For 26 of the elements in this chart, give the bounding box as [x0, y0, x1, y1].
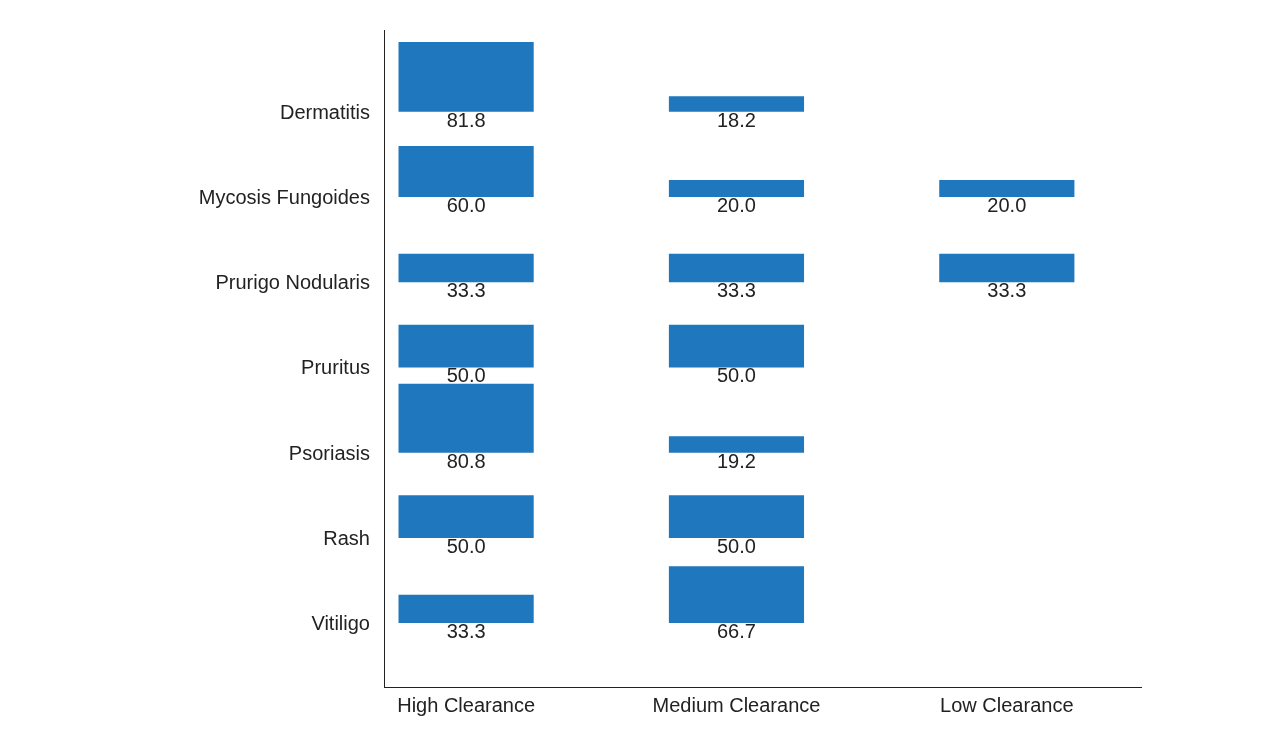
x-tick-label: Low Clearance — [940, 694, 1074, 716]
data-label: 33.3 — [446, 279, 486, 302]
y-tick-label: Prurigo Nodularis — [215, 271, 370, 294]
data-label: 19.2 — [716, 449, 756, 472]
y-tick-label: Mycosis Fungoides — [198, 186, 370, 209]
x-tick-label: High Clearance — [397, 694, 536, 716]
y-tick-label: Dermatitis — [279, 100, 370, 123]
data-label: 81.8 — [446, 108, 486, 131]
data-label: 60.0 — [446, 194, 486, 217]
data-label: 20.0 — [716, 194, 756, 217]
data-label: 66.7 — [716, 620, 756, 643]
y-tick-label: Pruritus — [301, 356, 370, 379]
y-tick-label: Vitiligo — [311, 612, 370, 635]
data-label: 20.0 — [987, 194, 1027, 217]
data-label: 33.3 — [716, 279, 756, 302]
y-tick-label: Psoriasis — [288, 441, 370, 464]
data-label: 33.3 — [987, 279, 1027, 302]
data-label: 80.8 — [446, 449, 486, 472]
data-label: 50.0 — [716, 364, 756, 387]
data-label: 50.0 — [446, 534, 486, 557]
x-tick-label: Medium Clearance — [652, 694, 821, 716]
data-label: 50.0 — [446, 364, 486, 387]
y-tick-label: Rash — [323, 526, 370, 549]
data-label: 50.0 — [716, 534, 756, 557]
data-label: 33.3 — [446, 620, 486, 643]
data-label: 18.2 — [716, 108, 756, 131]
